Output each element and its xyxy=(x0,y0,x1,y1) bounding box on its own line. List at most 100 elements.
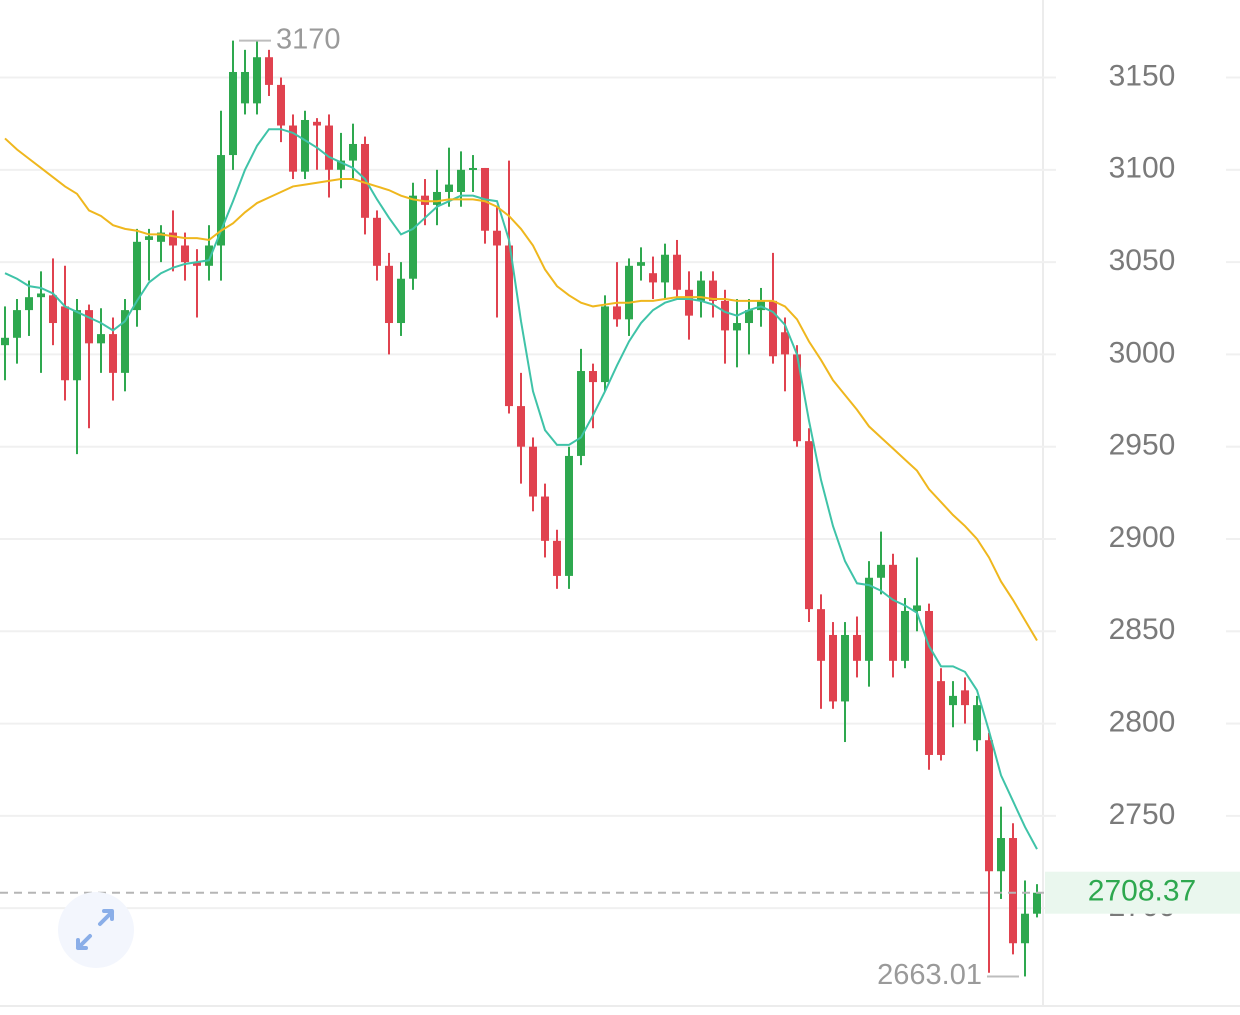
y-tick-label: 2950 xyxy=(1109,429,1176,462)
candle-body xyxy=(409,195,417,279)
candle-body xyxy=(529,446,537,497)
candle-body xyxy=(385,265,393,324)
candle-body xyxy=(973,705,981,741)
candle-body xyxy=(289,125,297,172)
y-tick-label: 3100 xyxy=(1109,152,1176,185)
candle-body xyxy=(373,217,381,266)
candle-body xyxy=(241,71,249,104)
candle-body xyxy=(961,690,969,706)
candle-body xyxy=(25,297,33,311)
candle-body xyxy=(913,605,921,611)
candle-body xyxy=(793,354,801,442)
y-tick-label: 2750 xyxy=(1109,798,1176,831)
candle-body xyxy=(805,441,813,610)
candle-body xyxy=(925,610,933,755)
axis: 2700275028002850290029503000305031003150… xyxy=(0,23,1240,991)
candle-body xyxy=(445,184,453,192)
candle-body xyxy=(265,57,273,85)
candle-body xyxy=(277,84,285,126)
candle-body xyxy=(745,310,753,324)
candle-body xyxy=(121,310,129,373)
candle-body xyxy=(253,57,261,104)
candle-body xyxy=(1021,913,1029,944)
moving-average-line xyxy=(4,137,1038,642)
candle-body xyxy=(157,232,165,242)
candle-body xyxy=(109,334,117,373)
candle-body xyxy=(469,167,477,170)
candle-body xyxy=(85,310,93,344)
candle-body xyxy=(337,160,345,170)
expand-button[interactable] xyxy=(58,892,134,968)
candle-body xyxy=(889,564,897,661)
candle-body xyxy=(49,295,57,324)
candle-body xyxy=(1,337,9,346)
last-price-label: 2708.37 xyxy=(1088,875,1196,908)
candle-body xyxy=(649,273,657,283)
candle-body xyxy=(841,634,849,702)
candle-body xyxy=(193,262,201,266)
max-label: 3170 xyxy=(276,23,341,55)
candle-body xyxy=(1009,838,1017,944)
candle-body xyxy=(997,838,1005,872)
candle-body xyxy=(577,371,585,456)
candle-body xyxy=(97,334,105,344)
y-tick-label: 2800 xyxy=(1109,706,1176,739)
candle-body xyxy=(721,300,729,331)
candle-body xyxy=(349,143,357,161)
candle-body xyxy=(565,455,573,576)
candle-body xyxy=(829,634,837,702)
moving-average-line xyxy=(4,128,1038,850)
candle-body xyxy=(673,254,681,290)
candle-body xyxy=(145,236,153,240)
candle-body xyxy=(781,332,789,355)
candle-body xyxy=(217,155,225,246)
candle-body xyxy=(685,289,693,316)
candle-body xyxy=(877,564,885,578)
candle-body xyxy=(949,695,957,706)
grid xyxy=(0,76,1240,910)
candle-body xyxy=(625,265,633,320)
candle-body xyxy=(709,280,717,301)
y-tick-label: 3000 xyxy=(1109,336,1176,369)
candle-body xyxy=(865,577,873,661)
candle-body xyxy=(325,125,333,170)
candle-body xyxy=(433,191,441,205)
candle-body xyxy=(397,278,405,324)
candle-body xyxy=(313,121,321,126)
candle-body xyxy=(901,610,909,661)
candle-body xyxy=(61,306,69,381)
candle-body xyxy=(493,230,501,246)
candle-body xyxy=(637,262,645,266)
y-tick-label: 2850 xyxy=(1109,613,1176,646)
candle-body xyxy=(817,609,825,661)
candle-body xyxy=(733,323,741,331)
candle-body xyxy=(301,119,309,172)
candle-body xyxy=(133,241,141,311)
min-label: 2663.01 xyxy=(877,959,982,991)
candle-body xyxy=(541,496,549,541)
candle-body xyxy=(697,280,705,301)
candle-body xyxy=(985,740,993,872)
candle-body xyxy=(457,169,465,192)
y-tick-label: 3050 xyxy=(1109,244,1176,277)
candle-body xyxy=(553,540,561,576)
candle-body xyxy=(853,634,861,661)
candle-body xyxy=(517,406,525,447)
candle-body xyxy=(601,306,609,383)
candle-body xyxy=(73,310,81,381)
candle-body xyxy=(589,371,597,383)
candle-body xyxy=(769,300,777,357)
candle-body xyxy=(229,71,237,156)
candle-body xyxy=(37,293,45,298)
y-tick-label: 3150 xyxy=(1109,59,1176,92)
candle-body xyxy=(181,245,189,263)
y-tick-label: 2900 xyxy=(1109,521,1176,554)
candle-body xyxy=(1033,892,1041,914)
plot xyxy=(1,40,1041,977)
candle-body xyxy=(205,245,213,266)
last-price-box xyxy=(1045,871,1240,914)
candle-body xyxy=(13,310,21,338)
candle-body xyxy=(661,254,669,283)
candle-body xyxy=(505,245,513,407)
